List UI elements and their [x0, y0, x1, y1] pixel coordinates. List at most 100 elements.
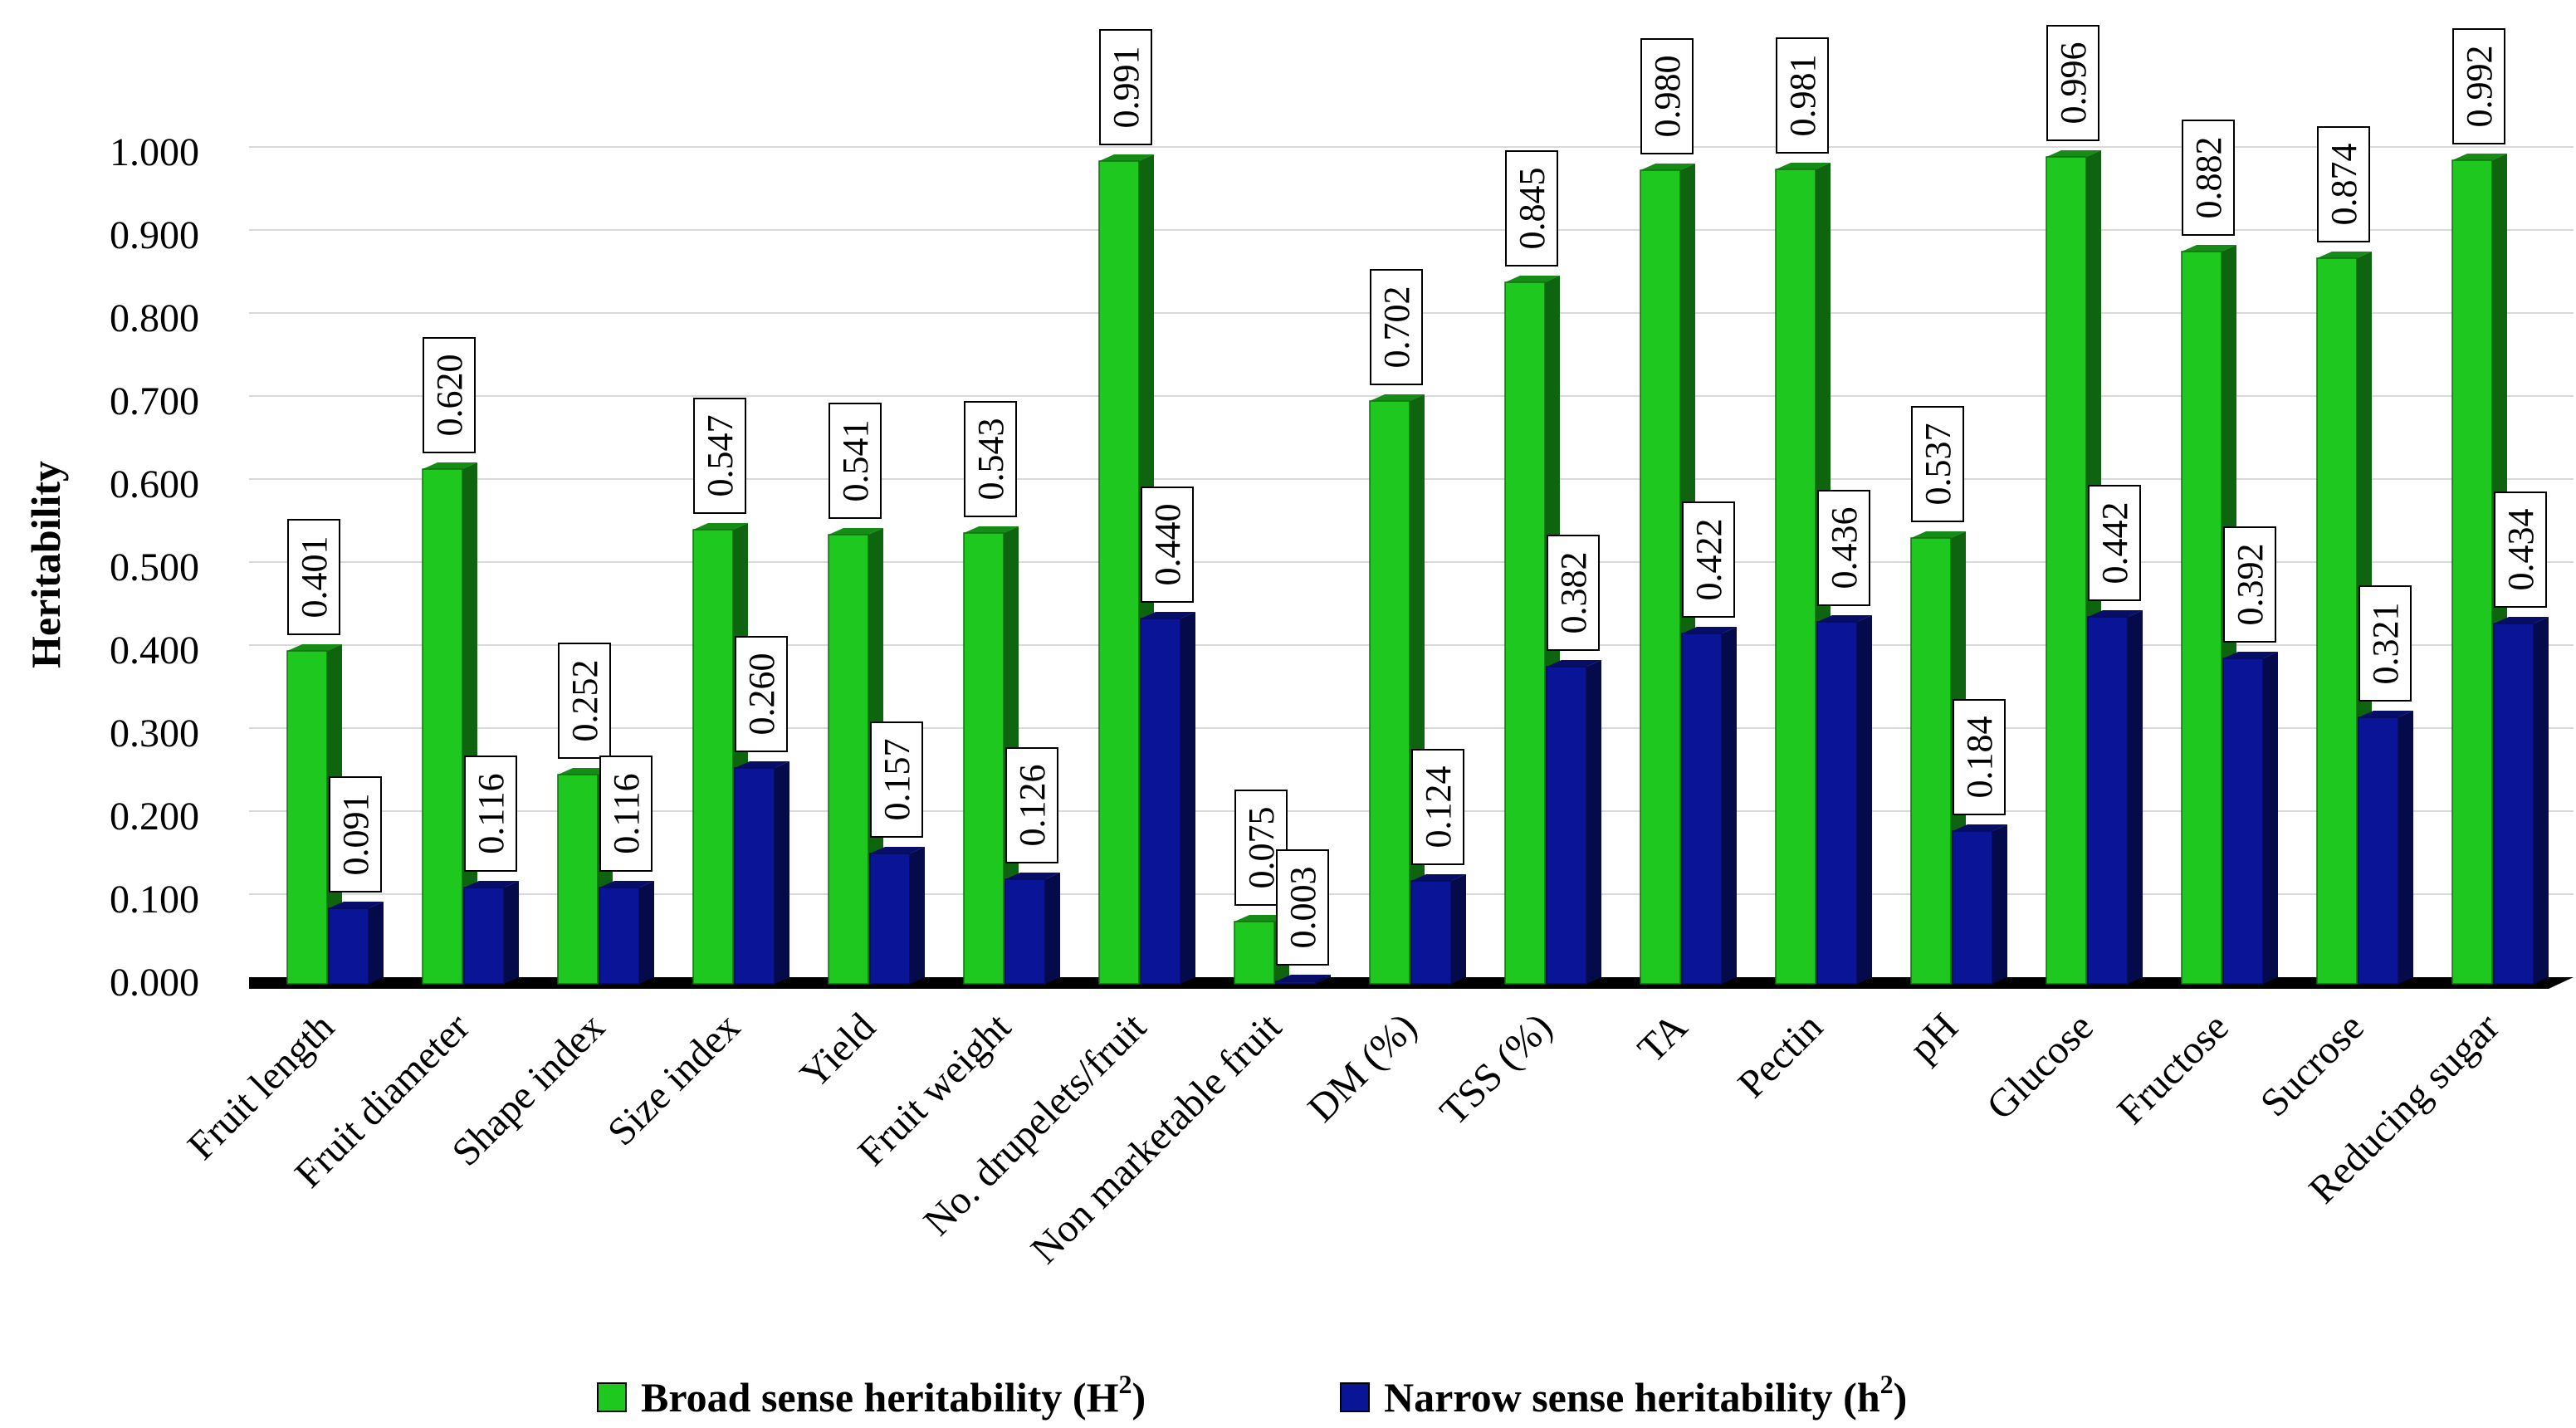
y-tick-label: 0.600 — [110, 462, 199, 506]
data-label: 0.382 — [1547, 535, 1600, 651]
bar-narrow-sense — [2493, 617, 2549, 985]
bar-front — [1098, 160, 1140, 985]
bar-top — [1099, 154, 1154, 161]
data-label: 0.126 — [1005, 747, 1058, 863]
bar-broad-sense — [1098, 154, 1154, 985]
data-label: 0.991 — [1099, 29, 1152, 145]
data-label: 0.116 — [599, 756, 653, 872]
bar-front — [963, 532, 1004, 985]
x-tick-label: TA — [1630, 1005, 1696, 1071]
bar-front — [599, 887, 640, 985]
data-label-text: 0.543 — [970, 418, 1011, 501]
bar-top — [1911, 531, 1966, 538]
data-label-text: 0.075 — [1241, 807, 1282, 889]
bar-front — [1681, 633, 1723, 985]
data-label-text: 0.252 — [565, 660, 605, 742]
data-label-box — [1141, 487, 1194, 603]
data-label-text: 0.260 — [741, 653, 782, 736]
data-label-box — [2088, 485, 2141, 601]
bar-narrow-sense — [1546, 660, 1601, 985]
data-label: 0.252 — [558, 643, 611, 759]
data-label: 0.547 — [693, 398, 746, 514]
bar-top — [599, 881, 654, 888]
bar-top — [2088, 610, 2143, 617]
data-label-text: 0.991 — [1106, 46, 1146, 129]
data-label-text: 0.442 — [2095, 502, 2135, 584]
data-label: 0.620 — [423, 337, 476, 453]
data-label-box — [2182, 120, 2235, 236]
bar-narrow-sense — [328, 902, 384, 985]
data-label-box — [735, 636, 788, 752]
bar-front — [1004, 878, 1046, 985]
bar-side — [1045, 873, 1060, 984]
data-label: 0.440 — [1141, 487, 1194, 603]
data-label: 0.541 — [829, 403, 882, 519]
bar-front — [1275, 981, 1317, 985]
data-label-text: 0.003 — [1283, 867, 1323, 949]
data-label-text: 0.116 — [606, 773, 647, 853]
bar-narrow-sense — [734, 761, 789, 985]
bar-front — [734, 767, 775, 985]
bar-narrow-sense — [2222, 652, 2278, 985]
data-label: 0.091 — [329, 776, 382, 892]
data-label-box — [464, 756, 517, 872]
bar-top — [2317, 252, 2372, 258]
bar-top — [693, 523, 748, 530]
data-label-text: 0.547 — [700, 415, 741, 497]
data-label: 0.422 — [1682, 501, 1735, 618]
data-label-text: 0.845 — [1512, 168, 1552, 250]
data-label-text: 0.702 — [1376, 286, 1417, 369]
data-label: 0.436 — [1817, 490, 1870, 606]
bar-side — [369, 902, 384, 984]
bar-front — [1775, 169, 1816, 985]
data-label-text: 0.992 — [2459, 46, 2500, 128]
x-tick-label: pH — [1901, 1005, 1967, 1070]
bar-narrow-sense — [1681, 627, 1737, 985]
bar-front — [2451, 159, 2493, 985]
bar-top — [1776, 163, 1831, 169]
bar-top — [2182, 245, 2236, 252]
bar-side — [2128, 610, 2143, 984]
bar-top — [2046, 150, 2101, 157]
data-label-text: 0.436 — [1824, 507, 1865, 589]
legend-item-narrow: Narrow sense heritability (h2) — [1340, 1369, 1907, 1421]
data-label: 0.981 — [1776, 37, 1829, 154]
bar-broad-sense — [422, 462, 477, 985]
y-tick-label: 0.500 — [110, 545, 199, 589]
bar-narrow-sense — [1410, 874, 1466, 985]
data-label-text: 0.382 — [1553, 552, 1594, 634]
data-label-box — [1547, 535, 1600, 651]
legend-swatch — [597, 1382, 627, 1412]
bar-front — [2046, 156, 2087, 985]
bar-top — [287, 644, 342, 651]
bar-side — [1992, 824, 2007, 984]
bar-front — [2087, 616, 2129, 985]
data-label-box — [1911, 406, 1964, 522]
data-label-box — [1682, 501, 1735, 618]
data-label-text: 0.874 — [2324, 144, 2364, 226]
data-label-box — [1953, 699, 2006, 815]
bar-front — [869, 853, 911, 985]
data-label-text: 0.981 — [1782, 55, 1823, 137]
data-label-text: 0.440 — [1147, 504, 1188, 586]
legend: Broad sense heritability (H2) Narrow sens… — [597, 1369, 1907, 1421]
data-label-text: 0.541 — [835, 420, 876, 502]
data-label-box — [1276, 849, 1329, 966]
bar-front — [1910, 537, 1952, 985]
bar-front — [2493, 623, 2534, 985]
data-label-box — [964, 401, 1017, 517]
bar-front — [2181, 251, 2222, 985]
data-label-text: 0.434 — [2500, 509, 2541, 591]
bar-top — [1953, 824, 2007, 831]
data-label-box — [329, 776, 382, 892]
data-label: 0.442 — [2088, 485, 2141, 601]
data-label: 0.543 — [964, 401, 1017, 517]
bar-front — [1640, 169, 1681, 985]
legend-swatch — [1340, 1382, 1370, 1412]
bar-top — [558, 768, 613, 775]
data-label: 0.003 — [1276, 849, 1329, 966]
bar-narrow-sense — [2358, 711, 2413, 985]
bar-top — [1682, 627, 1737, 633]
bar-front — [1410, 880, 1452, 985]
